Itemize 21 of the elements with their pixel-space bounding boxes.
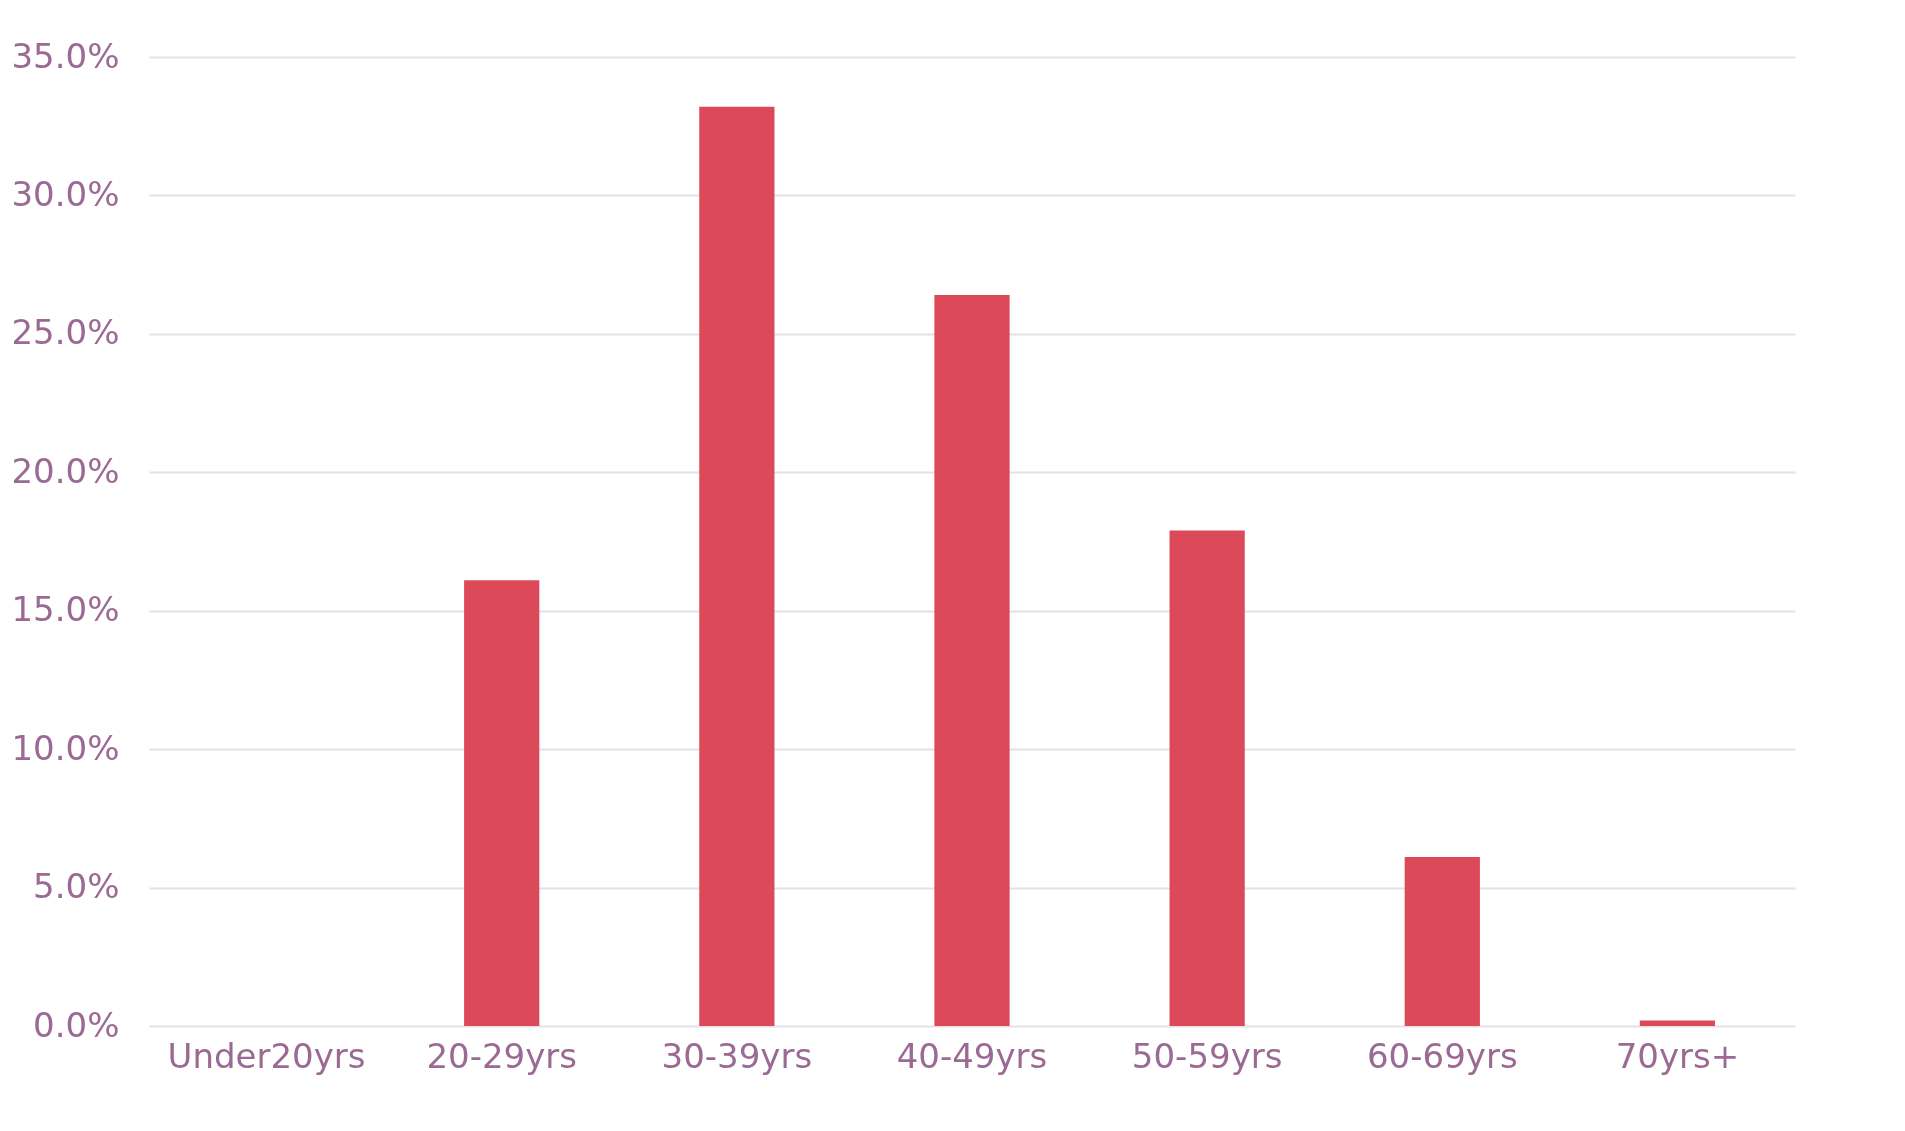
- y-tick-label: 5.0%: [33, 866, 120, 907]
- y-tick-label: 0.0%: [33, 1004, 120, 1045]
- bar: [934, 295, 1010, 1026]
- bar: [464, 580, 540, 1026]
- x-tick-label: 70yrs+: [1615, 1035, 1740, 1076]
- x-tick-label: 30-39yrs: [661, 1035, 813, 1076]
- x-tick-label: 50-59yrs: [1131, 1035, 1283, 1076]
- y-tick-label: 25.0%: [11, 312, 120, 353]
- x-tick-label: 20-29yrs: [426, 1035, 578, 1076]
- y-tick-label: 10.0%: [11, 727, 120, 768]
- y-tick-label: 30.0%: [11, 173, 120, 214]
- bar: [1404, 857, 1480, 1026]
- y-tick-label: 20.0%: [11, 450, 120, 491]
- bar: [1169, 530, 1245, 1026]
- bar: [1639, 1020, 1716, 1026]
- x-tick-label: 60-69yrs: [1366, 1035, 1518, 1076]
- y-tick-label: 15.0%: [11, 589, 120, 630]
- y-tick-label: 35.0%: [11, 35, 120, 76]
- bar: [699, 106, 775, 1026]
- x-tick-label: 40-49yrs: [896, 1035, 1048, 1076]
- x-tick-label: Under20yrs: [167, 1035, 366, 1076]
